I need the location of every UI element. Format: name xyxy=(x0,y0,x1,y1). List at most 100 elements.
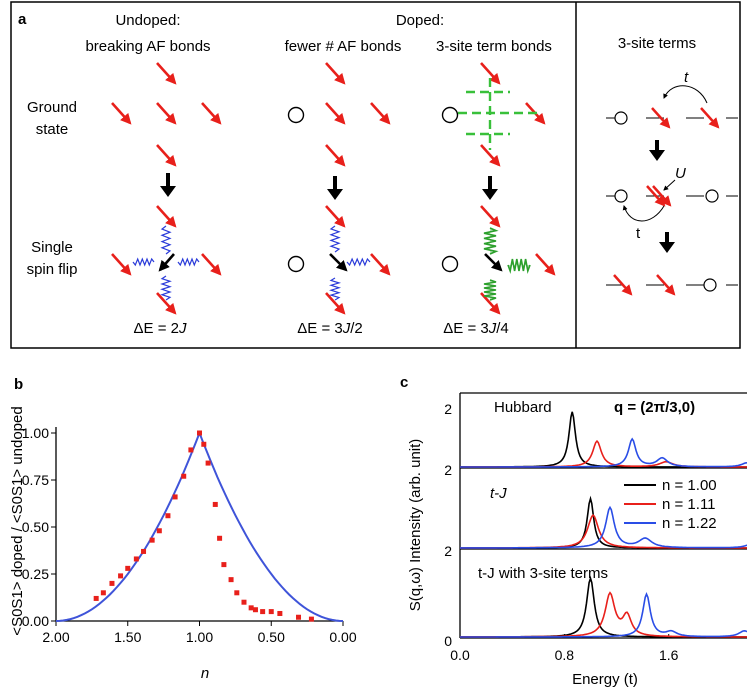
hop-label-U: U xyxy=(675,165,686,182)
data-point xyxy=(201,441,207,447)
hop-step-arrow xyxy=(659,232,675,253)
spin-arrow xyxy=(325,62,346,85)
hop-arc-t2 xyxy=(622,205,665,222)
spin-arrow xyxy=(111,102,132,125)
spin-arrow xyxy=(370,253,391,276)
data-point xyxy=(308,616,314,622)
panel-c-ylabel: S(q,ω) Intensity (arb. unit) xyxy=(407,439,424,612)
row-flip-line1: Single xyxy=(31,239,73,256)
spin-arrow xyxy=(156,144,177,167)
row-ground-line1: Ground xyxy=(27,99,77,116)
data-point xyxy=(268,609,274,615)
y-tick-label: 1.00 xyxy=(22,425,49,441)
q-vector-label: q = (2π/3,0) xyxy=(614,399,695,416)
spin-arrow xyxy=(201,253,222,276)
energy-undoped: ΔE = 2J xyxy=(134,320,187,337)
spin-arrow xyxy=(156,292,177,315)
spin-arrow xyxy=(156,102,177,125)
data-point xyxy=(100,590,106,596)
panel-a: a Undoped: breaking AF bonds Doped: fewe… xyxy=(10,1,741,349)
x-tick-label: 1.6 xyxy=(659,647,679,663)
hole-site xyxy=(287,255,305,273)
data-point xyxy=(205,460,211,466)
panel-c-xlabel: Energy (t) xyxy=(572,671,638,688)
spin-arrow xyxy=(325,205,346,228)
legend-label: n = 1.11 xyxy=(662,496,716,513)
transition-arrow-undoped xyxy=(160,173,176,197)
x-tick-label: 0.00 xyxy=(329,629,356,645)
data-point xyxy=(118,573,124,579)
spectrum-curve xyxy=(460,437,747,468)
spin-arrow xyxy=(325,144,346,167)
spectrum-curve xyxy=(460,592,747,638)
x-tick-label: 0.50 xyxy=(258,629,285,645)
spin-arrow xyxy=(652,185,672,207)
flipped-spin-arrow xyxy=(484,253,503,272)
data-point xyxy=(181,473,187,479)
data-point xyxy=(156,528,162,534)
flipped-spin-arrow xyxy=(329,253,348,272)
spring-bond xyxy=(329,225,341,253)
data-point xyxy=(277,610,283,616)
row-flip-line2: spin flip xyxy=(27,261,78,278)
data-point xyxy=(296,614,302,620)
spin-arrow xyxy=(651,107,671,129)
panel-a-label: a xyxy=(18,11,27,28)
spin-arrow xyxy=(325,102,346,125)
transition-arrow-fewer xyxy=(327,176,343,200)
panel-b-axes: 2.00 1.50 1.00 0.50 0.00 0.00 0.25 0.50 0.75 1.00 xyxy=(22,425,357,645)
hop-label-t: t xyxy=(684,69,689,86)
data-point xyxy=(212,501,218,507)
col-undoped-line1: Undoped: xyxy=(115,12,180,29)
data-point xyxy=(228,577,234,583)
spin-arrow xyxy=(480,144,501,167)
data-point xyxy=(172,494,178,500)
col-doped-3site: 3-site term bonds xyxy=(436,38,552,55)
y-tick-label: 2 xyxy=(444,462,452,478)
u-pointer xyxy=(663,179,676,191)
spin-arrow xyxy=(535,253,556,276)
spin-arrow xyxy=(613,274,633,296)
data-point xyxy=(252,607,258,613)
y-tick-label: 0.75 xyxy=(22,472,49,488)
data-point xyxy=(248,605,254,611)
panel-a-frame xyxy=(10,1,741,349)
hole-site xyxy=(287,106,305,124)
spin-arrow xyxy=(156,62,177,85)
side-title: 3-site terms xyxy=(618,35,696,52)
x-tick-label: 1.50 xyxy=(114,629,141,645)
spring-bond-green xyxy=(483,279,497,301)
y-tick-label: 0.00 xyxy=(22,613,49,629)
transition-arrow-3site xyxy=(482,176,498,200)
spin-arrow xyxy=(156,205,177,228)
panel-b-ylabel: <S0S1> doped / <S0S1> undoped xyxy=(9,406,26,635)
data-point xyxy=(221,562,227,568)
spectrum-curve xyxy=(460,411,747,468)
col-undoped-line2: breaking AF bonds xyxy=(85,38,210,55)
col-doped-title: Doped: xyxy=(396,12,444,29)
data-point xyxy=(197,430,202,436)
data-point xyxy=(165,513,171,519)
panel-c-axes: 2 2 2 00.0 0.8 1.6 xyxy=(444,392,747,663)
x-tick-label: 0.0 xyxy=(450,647,470,663)
spin-arrow xyxy=(480,62,501,85)
spin-arrow xyxy=(201,102,222,125)
hop-diagram: t U t xyxy=(606,69,738,296)
spring-bond xyxy=(328,277,342,301)
data-point xyxy=(241,599,247,605)
subplot-label-tj: t-J xyxy=(490,485,507,502)
spring-bond xyxy=(177,257,200,267)
x-tick-label: 0.8 xyxy=(555,647,575,663)
col-doped-fewer: fewer # AF bonds xyxy=(285,38,402,55)
hole-site xyxy=(441,255,459,273)
spectrum-curve xyxy=(460,439,747,468)
y-tick-label: 0.50 xyxy=(22,519,49,535)
spring-bond xyxy=(132,257,155,267)
legend: n = 1.00 n = 1.11 n = 1.22 xyxy=(624,477,717,532)
panel-c: c 2 2 2 00.0 0.8 1.6 Energy (t) S(q,ω) Intens… xyxy=(400,374,747,688)
data-point xyxy=(141,548,147,554)
hop-label-t2: t xyxy=(636,225,641,242)
hole-site xyxy=(703,278,717,292)
spin-arrow xyxy=(480,205,501,228)
hop-step-arrow xyxy=(649,140,665,161)
